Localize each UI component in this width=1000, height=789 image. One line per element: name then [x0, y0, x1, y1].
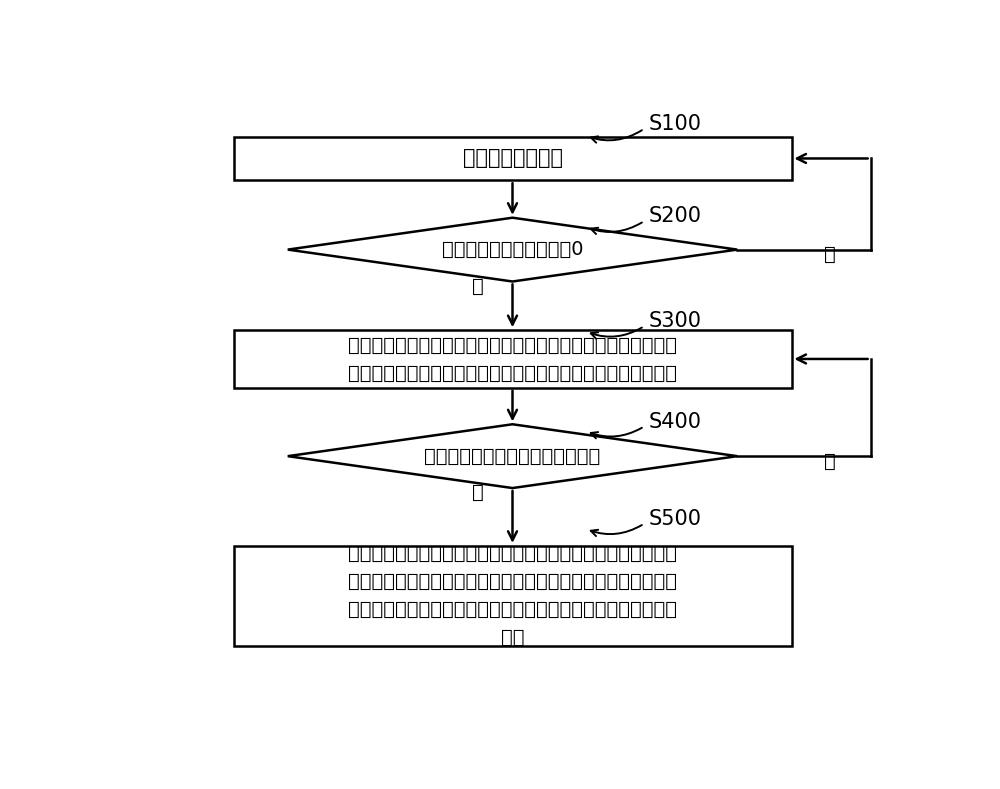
Text: 利用第一扭矩曲线根据所述当前坡度信息补偿第一扭矩；所述第
一扭矩曲线为根据第一载荷和坡度信息确定所需补偿扭矩的曲线: 利用第一扭矩曲线根据所述当前坡度信息补偿第一扭矩；所述第 一扭矩曲线为根据第一载…	[348, 335, 677, 383]
Text: S300: S300	[648, 312, 701, 331]
Text: 是: 是	[824, 245, 836, 264]
FancyBboxPatch shape	[234, 546, 792, 646]
Text: S400: S400	[648, 412, 701, 432]
Text: 否: 否	[472, 483, 484, 502]
FancyBboxPatch shape	[234, 330, 792, 388]
Text: 当前档位和当前行进方向是否一致: 当前档位和当前行进方向是否一致	[424, 447, 601, 466]
FancyBboxPatch shape	[234, 136, 792, 181]
Polygon shape	[288, 424, 737, 488]
Text: 利用第二扭矩曲线根据所述当前坡度信息补偿第二扭矩；所述第
二扭矩大于所述第一扭矩；所述第二扭矩曲线为根据第二载荷和
坡度信息确定所需补偿扭矩的曲线；所述第二载荷: 利用第二扭矩曲线根据所述当前坡度信息补偿第二扭矩；所述第 二扭矩大于所述第一扭矩…	[348, 544, 677, 648]
Text: 所述当前坡度信息是否为0: 所述当前坡度信息是否为0	[442, 240, 583, 259]
Text: S100: S100	[648, 114, 701, 134]
Text: S500: S500	[648, 509, 701, 529]
Text: 获取当前坡度信息: 获取当前坡度信息	[462, 148, 562, 169]
Text: 是: 是	[824, 451, 836, 470]
Text: 否: 否	[472, 277, 484, 296]
Text: S200: S200	[648, 206, 701, 226]
Polygon shape	[288, 218, 737, 282]
